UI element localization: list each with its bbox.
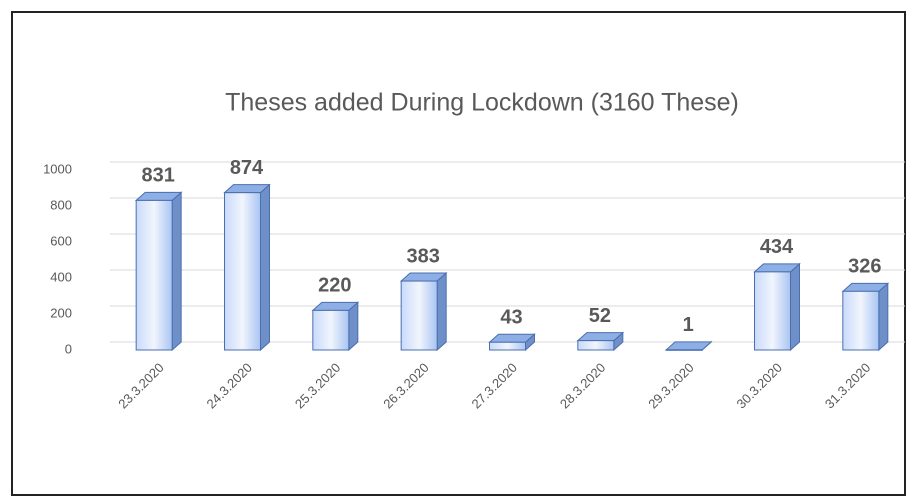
- bar-front: [135, 199, 173, 351]
- bar-side: [436, 271, 447, 352]
- y-tick-label: 1000: [43, 161, 72, 176]
- bar-side: [878, 282, 889, 352]
- bar-side: [790, 262, 800, 352]
- bar: [576, 331, 625, 352]
- value-label: 52: [589, 305, 611, 327]
- value-label: 383: [406, 245, 439, 267]
- bar-front: [577, 340, 615, 351]
- y-tick-label: 200: [50, 305, 72, 320]
- value-label: 43: [500, 307, 522, 329]
- bar: [311, 301, 360, 352]
- value-label: 220: [318, 275, 351, 297]
- bar-front: [754, 271, 791, 351]
- bar-front: [489, 341, 526, 351]
- y-tick-label: 600: [50, 233, 72, 248]
- y-tick-label: 400: [50, 269, 72, 284]
- y-tick-label: 0: [65, 341, 72, 356]
- value-label: 1: [683, 314, 694, 336]
- bar-front: [842, 290, 880, 351]
- y-tick-label: 800: [50, 197, 72, 212]
- bar: [753, 262, 801, 352]
- value-label: 326: [848, 256, 881, 278]
- bar: [134, 191, 183, 352]
- value-label: 874: [230, 157, 264, 179]
- value-label: 434: [760, 236, 794, 258]
- bar: [664, 340, 713, 352]
- chart-title: Theses added During Lockdown (3160 These…: [225, 89, 739, 117]
- bar: [488, 333, 536, 352]
- bar-front: [665, 349, 703, 351]
- bar: [223, 183, 271, 352]
- bar: [399, 271, 448, 352]
- bar-front: [400, 280, 438, 351]
- bar-front: [224, 192, 261, 351]
- bar: [841, 282, 890, 352]
- value-label: 831: [141, 165, 174, 187]
- bar-side: [171, 191, 182, 352]
- bar-side: [260, 183, 270, 352]
- bar-front: [312, 309, 350, 351]
